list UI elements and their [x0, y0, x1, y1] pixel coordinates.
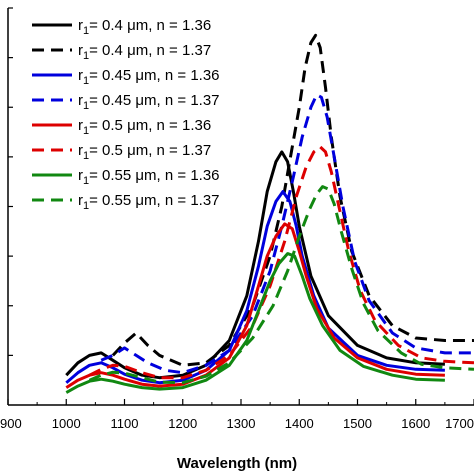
legend-entry-7: r1= 0.55 μm, n = 1.36 [78, 167, 220, 187]
series-line-4 [100, 93, 474, 375]
series-line-5 [65, 222, 445, 389]
legend-entry-4: r1= 0.45 μm, n = 1.37 [78, 92, 220, 112]
legend-entry-1: r1= 0.4 μm, n = 1.36 [78, 17, 211, 37]
series-line-2 [111, 33, 474, 367]
x-tick-label: 1400 [285, 416, 314, 431]
x-tick-label: 1700 [445, 416, 474, 431]
series-line-7 [65, 252, 445, 394]
legend-entry-8: r1= 0.55 μm, n = 1.37 [78, 192, 220, 212]
x-tick-label: 900 [0, 416, 22, 431]
legend-entry-2: r1= 0.4 μm, n = 1.37 [78, 42, 211, 62]
x-tick-label: 1500 [343, 416, 372, 431]
x-tick-label: 1200 [168, 416, 197, 431]
x-tick-label: 1000 [52, 416, 81, 431]
x-axis-label: Wavelength (nm) [177, 455, 297, 472]
series-line-8 [88, 185, 474, 385]
legend-layer: r1= 0.4 μm, n = 1.36 r1= 0.4 μm, n = 1.37… [32, 17, 220, 212]
series-line-6 [88, 145, 474, 380]
legend-entry-3: r1= 0.45 μm, n = 1.36 [78, 67, 220, 87]
x-tick-label: 1300 [227, 416, 256, 431]
series-line-1 [65, 150, 445, 380]
x-tick-label: 1100 [111, 416, 139, 431]
series-line-3 [65, 190, 445, 385]
legend-entry-5: r1= 0.5 μm, n = 1.36 [78, 117, 211, 137]
lines-layer [65, 33, 474, 394]
legend-entry-6: r1= 0.5 μm, n = 1.37 [78, 142, 211, 162]
axes-layer: 900 1000 1100 1200 1300 1400 1500 1600 1700 [0, 7, 474, 431]
x-tick-label: 1600 [401, 416, 430, 431]
